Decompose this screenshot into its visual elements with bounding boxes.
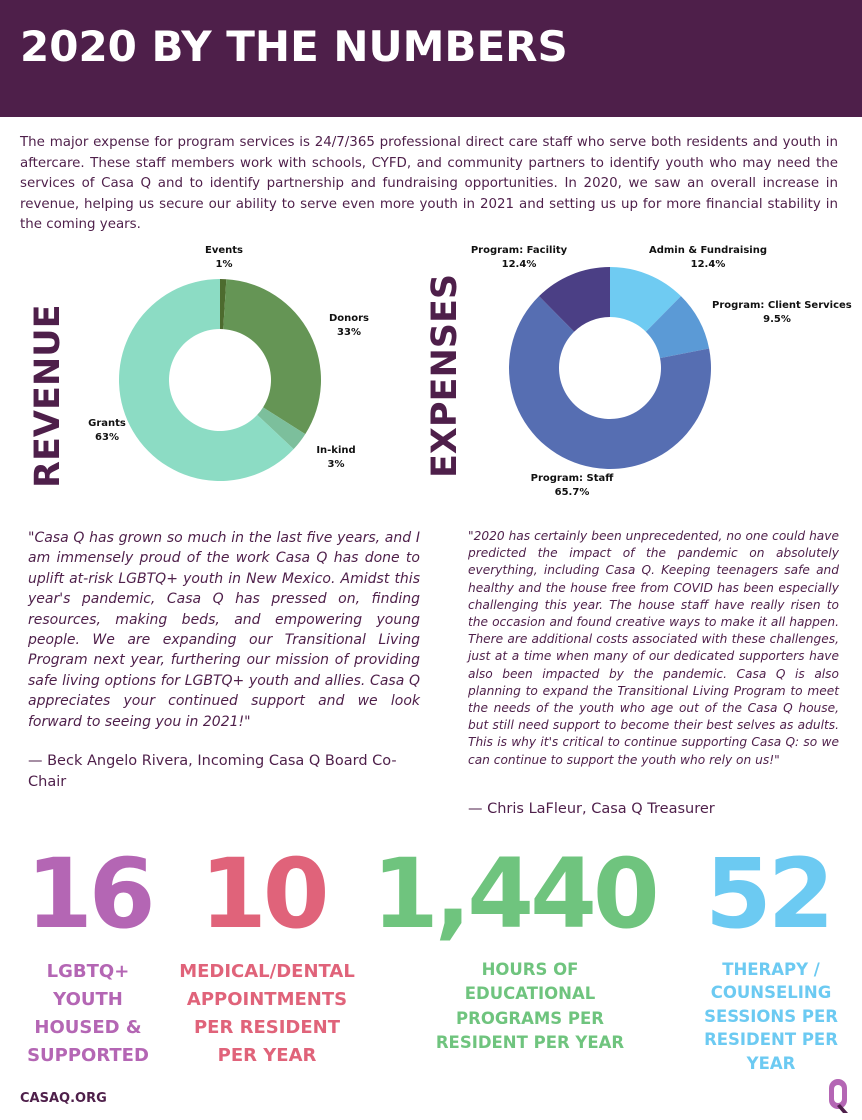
page-header: 2020 BY THE NUMBERS	[0, 0, 862, 117]
casa-q-logo-icon	[829, 1079, 848, 1113]
revenue-chart-title: REVENUE	[28, 304, 68, 488]
revenue-slice-events	[220, 279, 227, 330]
quote-board-cochair-attribution: — Beck Angelo Rivera, Incoming Casa Q Bo…	[28, 753, 397, 790]
expenses-chart-title: EXPENSES	[425, 273, 465, 478]
quote-treasurer-attribution: — Chris LaFleur, Casa Q Treasurer	[468, 801, 715, 817]
expenses-donut-chart	[509, 267, 711, 469]
expenses-label-client-services: Program: Client Services 9.5%	[712, 300, 852, 325]
stat-medical-number: 10	[200, 838, 330, 950]
intro-paragraph: The major expense for program services i…	[20, 135, 838, 232]
footer-url[interactable]: CASAQ.ORG	[20, 1091, 107, 1106]
revenue-label-inkind: In-kind 3%	[316, 445, 356, 470]
expenses-label-facility: Program: Facility 12.4%	[470, 245, 568, 270]
stat-education-number: 1,440	[372, 838, 660, 950]
revenue-slice-donors	[223, 279, 321, 435]
stat-education-label: HOURS OF EDUCATIONAL PROGRAMS PER RESIDE…	[435, 960, 625, 1052]
revenue-donut-chart	[118, 279, 321, 482]
expenses-slice-program-client-services	[645, 296, 710, 359]
stat-youth-housed-number: 16	[26, 838, 156, 950]
revenue-label-donors: Donors 33%	[328, 313, 370, 338]
stat-youth-housed-label: LGBTQ+ YOUTH HOUSED & SUPPORTED	[27, 961, 149, 1066]
expenses-label-admin: Admin & Fundraising 12.4%	[648, 245, 768, 270]
stat-therapy-label: THERAPY / COUNSELING SESSIONS PER RESIDE…	[704, 960, 838, 1073]
expenses-label-staff: Program: Staff 65.7%	[530, 473, 614, 498]
expenses-slice-program-staff	[509, 296, 711, 469]
stat-medical-label: MEDICAL/DENTAL APPOINTMENTS PER RESIDENT…	[179, 961, 355, 1066]
revenue-slice-in-kind	[257, 407, 306, 450]
expenses-slice-program-facility	[539, 267, 610, 332]
revenue-label-grants: Grants 63%	[88, 418, 126, 443]
expenses-slice-admin-fundraising	[610, 267, 681, 332]
page-title: 2020 BY THE NUMBERS	[20, 22, 568, 71]
stat-therapy-number: 52	[705, 838, 835, 950]
revenue-slice-grants	[118, 279, 294, 482]
revenue-label-events: Events 1%	[205, 245, 243, 270]
quote-treasurer: "2020 has certainly been unprecedented, …	[468, 529, 839, 767]
quote-board-cochair: "Casa Q has grown so much in the last fi…	[28, 530, 420, 730]
